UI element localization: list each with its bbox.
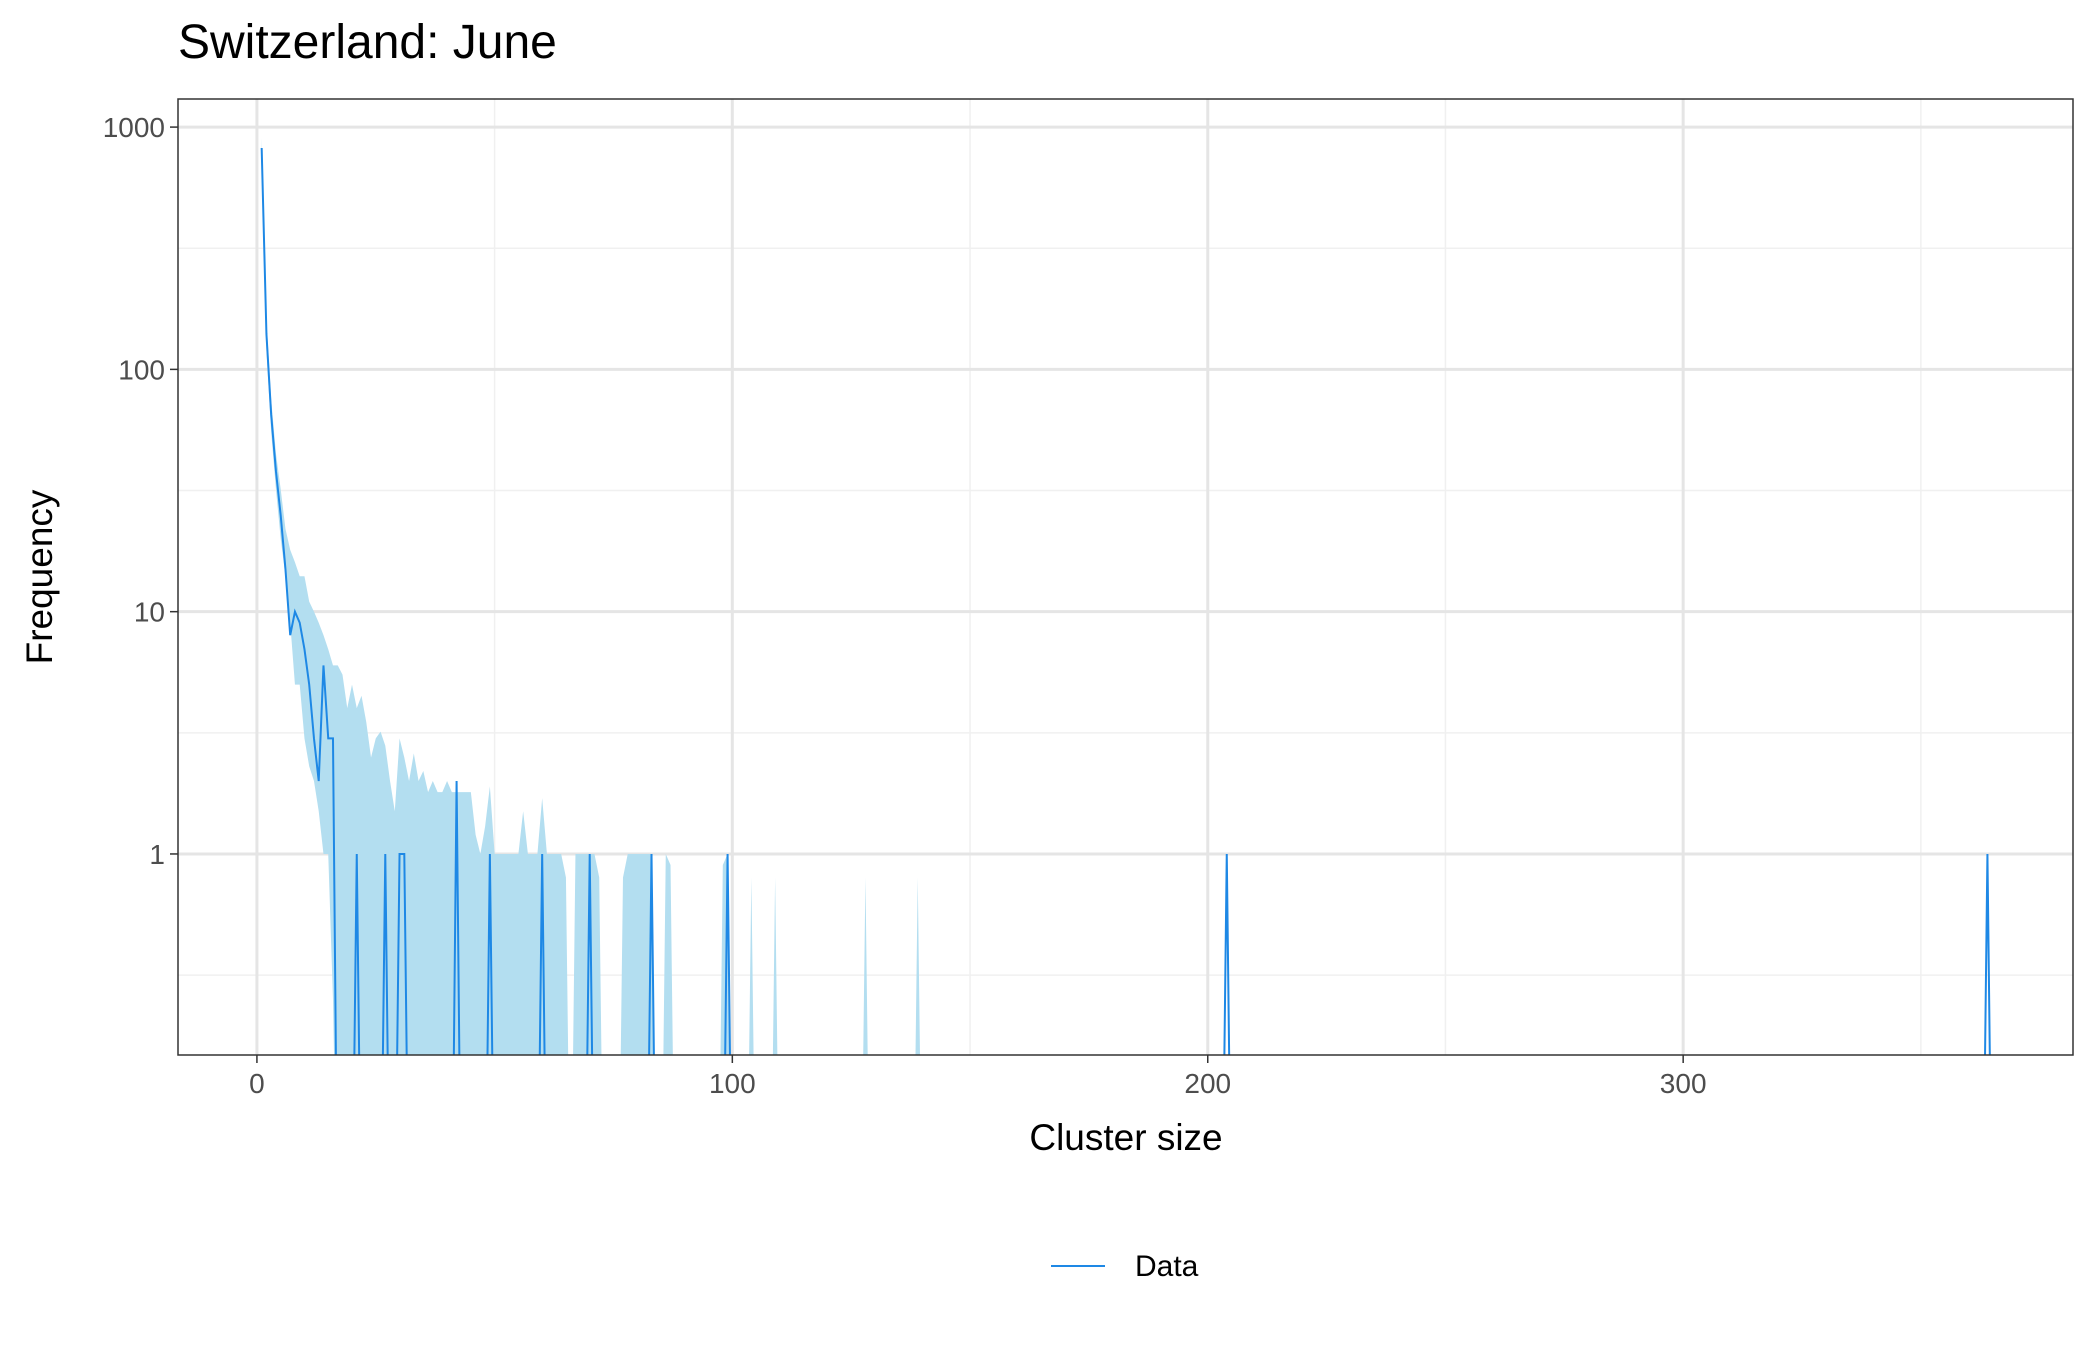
x-tick-label: 200 <box>1184 1068 1231 1099</box>
y-tick-label: 1 <box>149 839 165 870</box>
y-axis-label: Frequency <box>19 489 60 664</box>
chart-title: Switzerland: June <box>178 16 557 69</box>
x-axis-label: Cluster size <box>1029 1117 1222 1158</box>
axes: 1 10 100 1000 0 100 200 300 <box>103 112 1707 1099</box>
legend: Data <box>1051 1250 1199 1283</box>
confidence-band <box>261 138 920 1055</box>
y-tick-label: 10 <box>134 597 165 628</box>
y-tick-label: 100 <box>118 354 165 385</box>
plot-area <box>260 138 1991 1055</box>
x-tick-label: 100 <box>709 1068 756 1099</box>
legend-label: Data <box>1135 1250 1199 1283</box>
x-tick-label: 0 <box>249 1068 265 1099</box>
y-tick-label: 1000 <box>103 112 165 143</box>
plot-border <box>177 98 2074 1056</box>
x-tick-label: 300 <box>1660 1068 1707 1099</box>
